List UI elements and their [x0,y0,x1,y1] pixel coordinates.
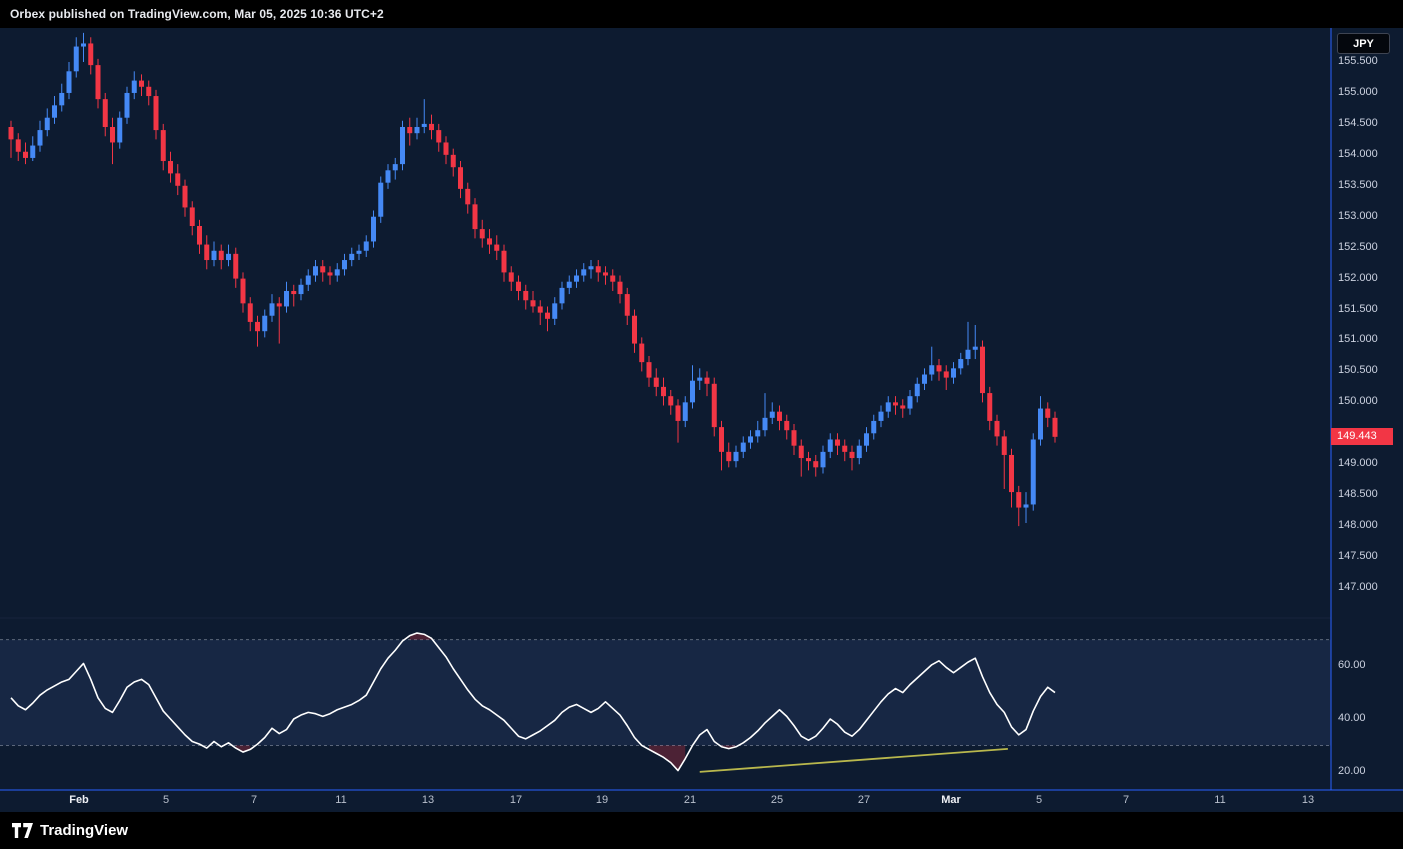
currency-label: JPY [1353,37,1374,50]
tradingview-wordmark: TradingView [40,822,129,839]
time-axis-label: 11 [335,794,347,806]
price-tick-label: 147.000 [1338,581,1378,593]
time-axis-label: 5 [162,794,170,806]
tradingview-link[interactable]: TradingView [12,822,128,839]
price-tick-label: 153.000 [1338,209,1378,222]
price-tick-label: 147.500 [1338,550,1378,563]
price-tick-label: 148.000 [1338,519,1378,532]
last-price-badge: 149.443 [1331,428,1393,446]
candlestick-series [8,32,1058,527]
rsi-trendline[interactable] [699,747,1008,773]
rsi-tick-label: 60.00 [1338,659,1366,672]
price-tick-label: 151.000 [1338,333,1378,346]
time-axis-label: 27 [857,794,871,806]
rsi-zone-fill [721,745,736,749]
price-tick-label: 154.500 [1338,116,1378,129]
time-axis-label: 7 [1122,794,1130,806]
chart-background [0,28,1403,812]
price-tick-label: 155.500 [1338,55,1378,68]
price-tick-label: 150.500 [1338,364,1378,377]
time-axis-label: 5 [1035,794,1043,806]
time-axis-label: 21 [683,794,697,806]
price-tick-label: 151.500 [1338,302,1378,315]
price-tick-label: 154.000 [1338,147,1378,160]
time-axis-label: 19 [595,794,609,806]
price-scale[interactable]: JPY 149.443 155.500 155.000 154.500 154.000… [1331,28,1403,790]
price-tick-label: 153.500 [1338,178,1378,191]
price-tick-label: 150.000 [1338,395,1378,408]
price-tick-label: 148.500 [1338,488,1378,501]
rsi-tick-label: 40.00 [1338,712,1366,724]
time-axis-label: 25 [770,794,784,806]
rsi-tick-label: 20.00 [1338,764,1366,777]
price-tick-label: 152.500 [1338,240,1378,253]
top-bar: Orbex published on TradingView.com, Mar … [0,0,1403,28]
time-axis-label: Feb [69,794,89,806]
price-tick-label: 149.000 [1338,457,1378,470]
bottom-bar: TradingView [0,812,1403,849]
currency-button[interactable]: JPY [1337,33,1390,54]
attribution-text: Orbex published on TradingView.com, Mar … [10,7,384,21]
tradingview-logo-icon [12,823,33,838]
rsi-zone-fill [649,745,686,771]
time-axis-label: 7 [250,794,258,806]
rsi-band [0,639,1331,746]
time-axis-label: 11 [1214,794,1226,806]
time-scale[interactable]: Feb 5 7 11 13 17 19 21 25 27 Mar 5 7 11 13 [0,790,1403,812]
rsi-zone-fill [409,633,432,640]
price-tick-label: 152.000 [1338,271,1378,284]
rsi-line-series [10,632,1056,772]
time-axis-label: 17 [509,794,523,806]
time-axis-label: 13 [421,794,435,806]
price-tick-label: 155.000 [1338,85,1378,98]
time-axis-label: 13 [1301,794,1315,806]
time-axis-label: Mar [941,794,961,806]
